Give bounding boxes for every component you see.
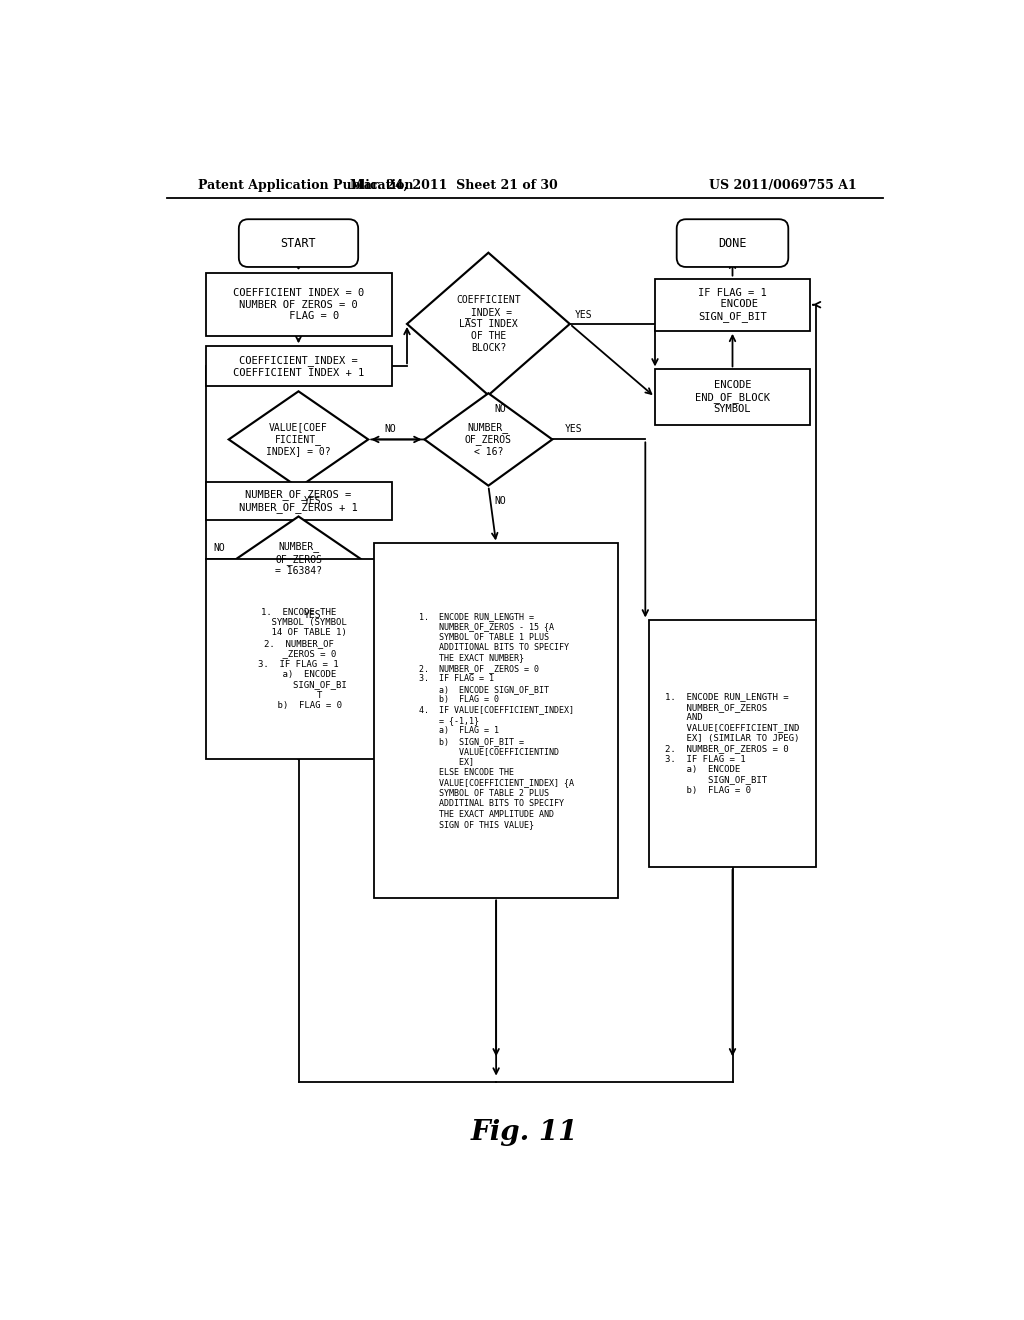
Text: Patent Application Publication: Patent Application Publication — [198, 178, 414, 191]
Polygon shape — [237, 516, 360, 601]
Text: 1.  ENCODE RUN_LENGTH =
    NUMBER_OF_ZEROS
    AND
    VALUE[COEFFICIENT_IND
  : 1. ENCODE RUN_LENGTH = NUMBER_OF_ZEROS A… — [666, 692, 800, 795]
Text: NO: NO — [214, 543, 225, 553]
Text: NO: NO — [384, 424, 396, 434]
FancyBboxPatch shape — [374, 544, 618, 898]
Polygon shape — [424, 393, 552, 486]
FancyBboxPatch shape — [206, 346, 391, 387]
Text: 1.  ENCODE THE
    SYMBOL (SYMBOL
    14 OF TABLE 1)
2.  NUMBER_OF
    _ZEROS = : 1. ENCODE THE SYMBOL (SYMBOL 14 OF TABLE… — [250, 607, 347, 710]
FancyBboxPatch shape — [206, 558, 391, 759]
FancyBboxPatch shape — [239, 219, 358, 267]
Text: YES: YES — [304, 496, 322, 507]
FancyBboxPatch shape — [206, 273, 391, 337]
Text: START: START — [281, 236, 316, 249]
FancyBboxPatch shape — [677, 219, 788, 267]
FancyBboxPatch shape — [206, 482, 391, 520]
Text: Mar. 24, 2011  Sheet 21 of 30: Mar. 24, 2011 Sheet 21 of 30 — [349, 178, 557, 191]
Text: COEFFICIENT INDEX = 0
NUMBER OF ZEROS = 0
     FLAG = 0: COEFFICIENT INDEX = 0 NUMBER OF ZEROS = … — [232, 288, 365, 321]
Text: YES: YES — [565, 424, 583, 434]
FancyBboxPatch shape — [655, 370, 810, 425]
Text: Fig. 11: Fig. 11 — [471, 1119, 579, 1146]
FancyBboxPatch shape — [655, 279, 810, 331]
Text: IF FLAG = 1
  ENCODE
SIGN_OF_BIT: IF FLAG = 1 ENCODE SIGN_OF_BIT — [698, 288, 767, 322]
Text: NUMBER_
OF_ZEROS
< 16?: NUMBER_ OF_ZEROS < 16? — [465, 422, 512, 457]
Text: YES: YES — [304, 610, 322, 620]
Text: VALUE[COEF
FICIENT_
INDEX] = 0?: VALUE[COEF FICIENT_ INDEX] = 0? — [266, 422, 331, 457]
Text: COEFFICIENT
_INDEX =
LAST INDEX
OF THE
BLOCK?: COEFFICIENT _INDEX = LAST INDEX OF THE B… — [456, 296, 520, 352]
Text: NO: NO — [495, 404, 506, 414]
Text: ENCODE
END_OF_BLOCK
SYMBOL: ENCODE END_OF_BLOCK SYMBOL — [695, 380, 770, 414]
FancyBboxPatch shape — [649, 620, 816, 867]
Text: DONE: DONE — [718, 236, 746, 249]
Text: NO: NO — [495, 496, 506, 506]
Polygon shape — [407, 252, 569, 395]
Polygon shape — [228, 391, 369, 487]
Text: NUMBER_OF_ZEROS =
NUMBER_OF_ZEROS + 1: NUMBER_OF_ZEROS = NUMBER_OF_ZEROS + 1 — [240, 490, 357, 512]
Text: 1.  ENCODE RUN_LENGTH =
    NUMBER_OF_ZEROS - 15 {A
    SYMBOL OF TABLE 1 PLUS
 : 1. ENCODE RUN_LENGTH = NUMBER_OF_ZEROS -… — [419, 612, 573, 829]
Text: YES: YES — [574, 310, 593, 319]
Text: COEFFICIENT_INDEX =
COEFFICIENT INDEX + 1: COEFFICIENT_INDEX = COEFFICIENT INDEX + … — [232, 355, 365, 378]
Text: US 2011/0069755 A1: US 2011/0069755 A1 — [710, 178, 857, 191]
Text: NUMBER_
OF_ZEROS
= 16384?: NUMBER_ OF_ZEROS = 16384? — [275, 541, 322, 577]
